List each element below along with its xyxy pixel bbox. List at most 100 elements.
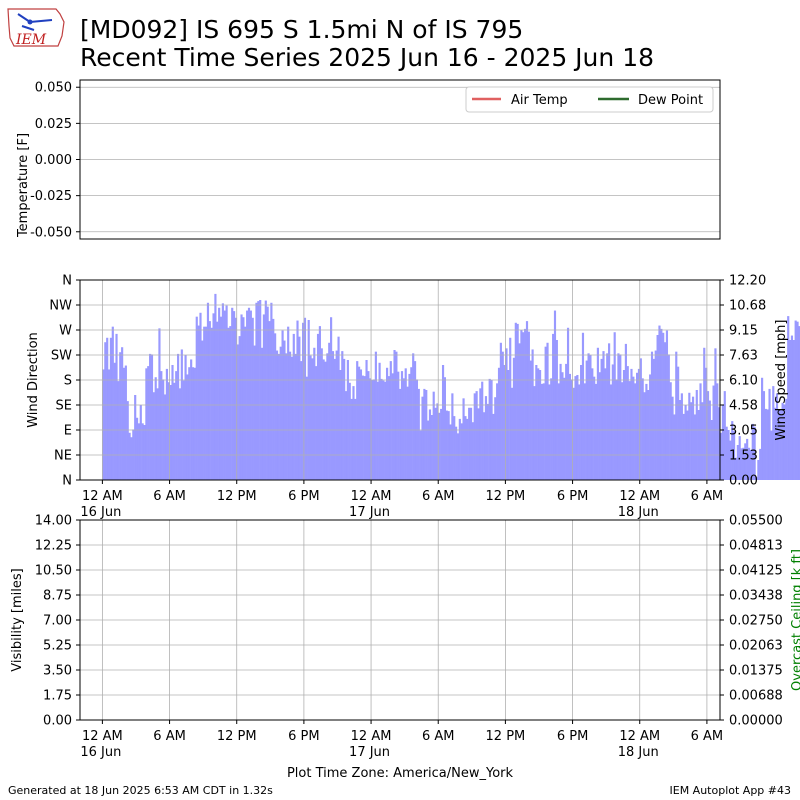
wind-direction-bar bbox=[341, 351, 344, 480]
wind-direction-bar bbox=[246, 310, 249, 480]
wind-direction-bar bbox=[313, 347, 316, 480]
wind-direction-bar bbox=[139, 405, 142, 480]
wind-direction-bar bbox=[576, 375, 579, 480]
wind-direction-bar bbox=[449, 424, 452, 480]
wind-direction-ticks: N NE E SE S SW W NW N bbox=[49, 274, 80, 489]
wind-direction-bar bbox=[104, 342, 107, 480]
temperature-tick-label: 0.050 bbox=[35, 81, 72, 96]
wind-direction-bar bbox=[300, 361, 303, 480]
wind-direction-bar bbox=[617, 353, 620, 480]
wind-direction-bar bbox=[753, 426, 756, 480]
wind-direction-bar bbox=[761, 377, 764, 480]
wind-direction-bar bbox=[512, 357, 516, 480]
wind-direction-bar bbox=[369, 378, 372, 480]
wind-direction-bar bbox=[395, 351, 398, 480]
wind-direction-bar bbox=[356, 361, 359, 480]
wind-speed-tick-label: 1.53 bbox=[729, 449, 758, 464]
wind-direction-bar bbox=[574, 376, 577, 480]
wind-speed-ticks: 0.00 1.53 3.05 4.58 6.10 7.63 9.15 10.68 12.20 bbox=[720, 274, 766, 489]
wind-direction-bar bbox=[721, 405, 724, 480]
wind-direction-bar bbox=[466, 418, 469, 480]
wind-direction-bar bbox=[268, 321, 271, 480]
wind-direction-bar bbox=[389, 361, 392, 480]
wind-direction-bar bbox=[391, 373, 394, 480]
wind-direction-bar bbox=[440, 408, 443, 480]
wind-x-tick-label: 6 PM bbox=[557, 489, 588, 504]
temperature-y-ticks: 0.050 0.025 0.000 -0.025 -0.050 bbox=[30, 81, 80, 240]
temperature-tick-label: -0.050 bbox=[30, 225, 72, 240]
ceiling-tick-label: 0.00688 bbox=[729, 689, 783, 704]
visibility-tick-label: 5.25 bbox=[43, 639, 72, 654]
wind-direction-bar bbox=[516, 323, 519, 480]
wind-direction-bar bbox=[766, 409, 769, 480]
wind-direction-bar bbox=[772, 386, 775, 480]
wind-direction-bar bbox=[441, 365, 445, 480]
wind-direction-bar bbox=[298, 336, 301, 480]
wind-direction-bar bbox=[288, 351, 292, 480]
wind-direction-bar bbox=[292, 333, 295, 480]
wind-direction-bar bbox=[156, 388, 159, 480]
wind-direction-tick-label: SW bbox=[51, 349, 72, 364]
wind-direction-bar bbox=[191, 367, 195, 480]
ceiling-tick-label: 0.03438 bbox=[729, 589, 783, 604]
wind-direction-bar bbox=[333, 358, 336, 480]
wind-direction-bar bbox=[212, 313, 215, 480]
legend-box bbox=[465, 86, 714, 113]
wind-direction-bar bbox=[165, 368, 168, 480]
wind-direction-bar bbox=[458, 418, 461, 480]
wind-direction-bar bbox=[358, 366, 361, 480]
logo-text: IEM bbox=[15, 32, 47, 48]
wind-direction-bar bbox=[249, 310, 252, 480]
wind-direction-bar bbox=[303, 317, 307, 480]
wind-direction-bar bbox=[324, 361, 327, 480]
wind-direction-bar bbox=[510, 387, 514, 480]
visibility-tick-label: 0.00 bbox=[43, 714, 72, 729]
wind-direction-bar bbox=[522, 332, 525, 480]
wind-direction-bar bbox=[548, 384, 551, 480]
wind-direction-tick-label: N bbox=[62, 474, 72, 489]
wind-direction-bar bbox=[632, 376, 635, 480]
ceiling-tick-label: 0.00000 bbox=[729, 714, 783, 729]
visibility-x-tick-label: 12 AM bbox=[619, 729, 660, 744]
wind-direction-bar bbox=[339, 370, 342, 480]
footer-app-text: IEM Autoplot App #43 bbox=[669, 784, 792, 797]
visibility-x-tick-label: 12 AM bbox=[82, 729, 123, 744]
wind-direction-bar bbox=[260, 347, 264, 480]
wind-direction-bar bbox=[464, 416, 467, 480]
wind-direction-bar bbox=[658, 325, 661, 480]
wind-direction-bar bbox=[714, 348, 717, 480]
wind-direction-bar bbox=[701, 402, 704, 480]
wind-direction-bar bbox=[604, 368, 607, 480]
visibility-panel: 14.0012.2510.508.757.005.253.501.750.00 … bbox=[10, 514, 800, 782]
temperature-tick-label: 0.000 bbox=[35, 153, 72, 168]
wind-direction-bar bbox=[729, 440, 732, 480]
wind-direction-bar bbox=[537, 368, 540, 480]
wind-direction-bar bbox=[184, 355, 187, 480]
temperature-tick-label: 0.025 bbox=[35, 117, 72, 132]
wind-direction-bar bbox=[421, 396, 424, 480]
wind-direction-bar bbox=[283, 340, 286, 480]
wind-direction-bar bbox=[751, 423, 754, 480]
wind-direction-bar bbox=[507, 370, 510, 480]
wind-direction-bar bbox=[733, 431, 736, 480]
wind-direction-bar bbox=[675, 351, 678, 480]
wind-speed-tick-label: 4.58 bbox=[729, 399, 758, 414]
wind-direction-bar bbox=[124, 365, 127, 480]
wind-direction-bar bbox=[647, 390, 650, 480]
wind-direction-bar bbox=[535, 365, 538, 480]
wind-direction-bar bbox=[121, 347, 124, 480]
wind-direction-bar bbox=[236, 344, 239, 480]
wind-x-tick-label: 12 AM bbox=[82, 489, 123, 504]
wind-direction-bar bbox=[656, 335, 659, 480]
wind-direction-bar bbox=[572, 387, 575, 480]
wind-direction-bar bbox=[494, 397, 497, 480]
wind-direction-bar bbox=[697, 410, 700, 480]
wind-direction-bar bbox=[330, 317, 333, 480]
wind-direction-bar bbox=[477, 408, 480, 480]
wind-direction-bar bbox=[158, 328, 161, 480]
wind-direction-bar bbox=[663, 342, 667, 480]
wind-direction-bar bbox=[538, 370, 542, 480]
wind-direction-bar bbox=[270, 302, 273, 480]
wind-direction-bar bbox=[244, 326, 247, 480]
